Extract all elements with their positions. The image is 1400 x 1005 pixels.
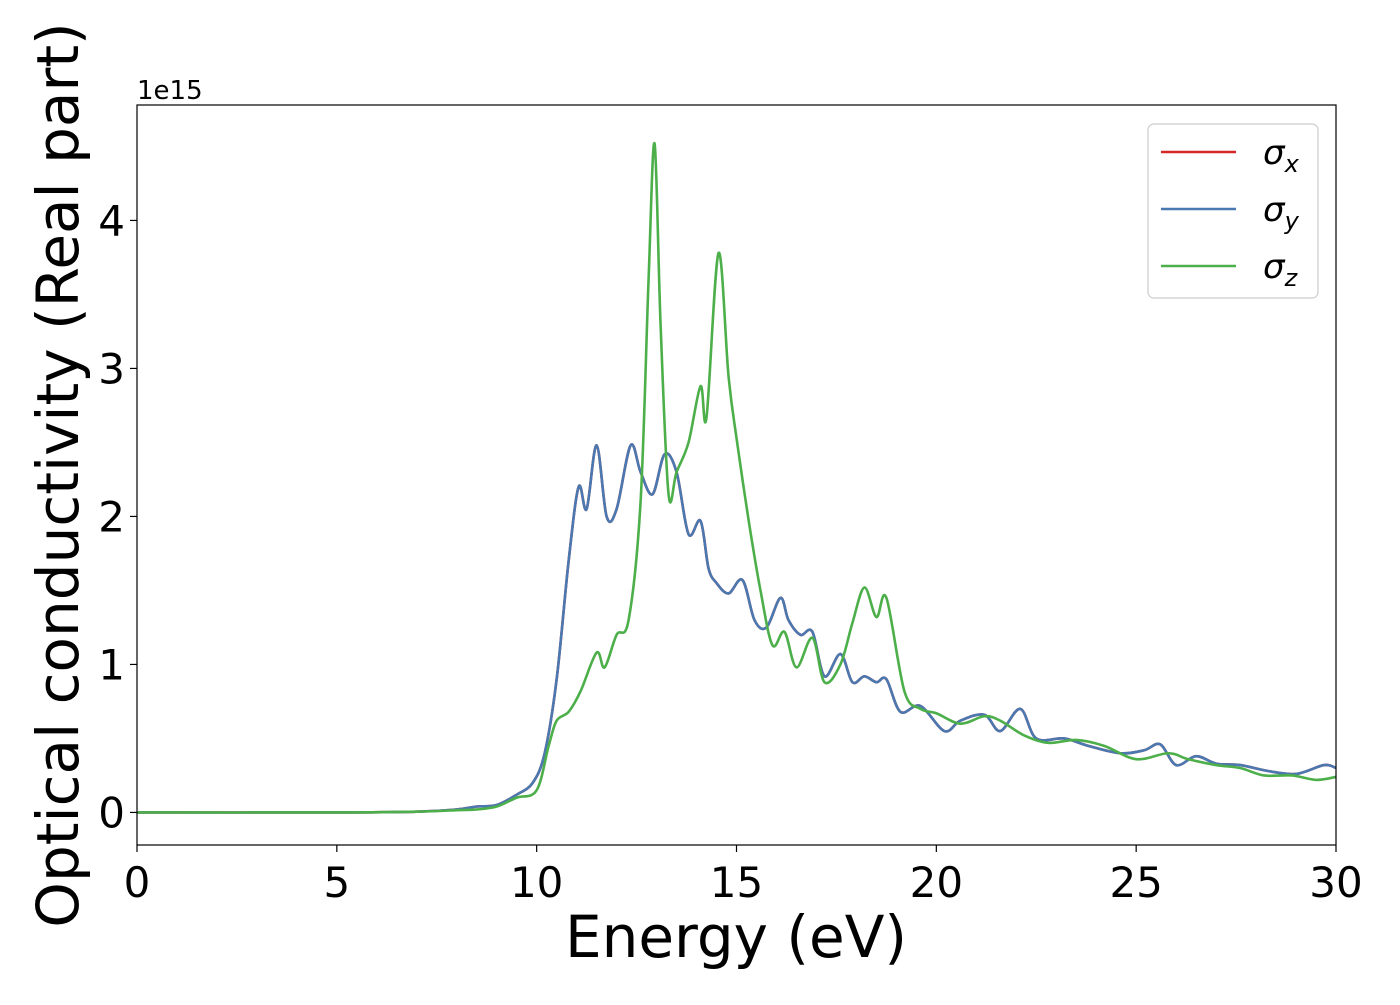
y-axis-label: Optical conductivity (Real part)	[24, 22, 92, 927]
y-tick-label: 3	[98, 344, 125, 393]
x-tick-label: 5	[323, 858, 350, 907]
x-tick-label: 20	[910, 858, 963, 907]
x-tick-label: 25	[1109, 858, 1162, 907]
legend-box	[1147, 123, 1319, 299]
y-offset-label: 1e15	[137, 76, 203, 106]
x-tick-label: 0	[124, 858, 151, 907]
y-tick-label: 1	[98, 640, 125, 689]
series-line-z	[136, 142, 1337, 814]
legend-label-x: σx	[1263, 133, 1300, 178]
x-axis-ticks: 0 5 10 15 20 25 30	[124, 845, 1363, 907]
series-lines	[136, 142, 1337, 814]
x-tick-label: 30	[1309, 858, 1362, 907]
x-axis-label: Energy (eV)	[565, 903, 907, 971]
y-tick-label: 0	[98, 788, 125, 837]
y-tick-label: 2	[98, 492, 125, 541]
series-line-x	[136, 443, 1337, 814]
series-line-y	[136, 443, 1337, 814]
x-tick-label: 15	[710, 858, 763, 907]
x-tick-label: 10	[510, 858, 563, 907]
y-axis-ticks: 0 1 2 3 4	[98, 196, 137, 837]
legend-label-y: σy	[1263, 190, 1300, 235]
y-tick-label: 4	[98, 196, 125, 245]
